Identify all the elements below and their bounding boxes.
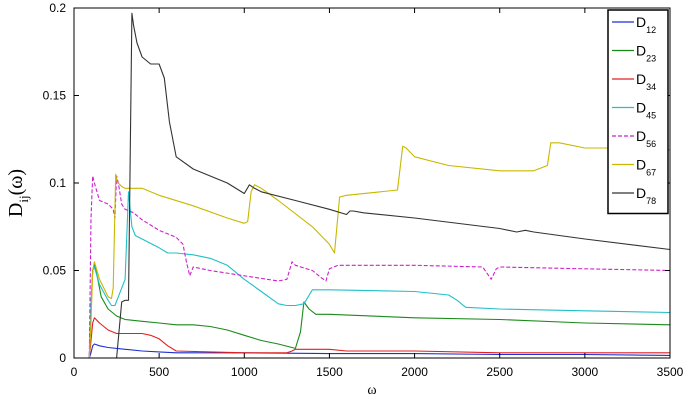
legend-entry-label: D45 <box>636 100 656 121</box>
series-line-d56 <box>74 175 671 359</box>
y-axis-label: Dij(ω) <box>5 169 31 217</box>
y-axis-label-main: D <box>5 203 27 217</box>
x-tick-label: 0 <box>71 365 78 379</box>
y-tick-label: 0.15 <box>43 89 67 103</box>
y-tick-label: 0 <box>59 351 66 365</box>
legend-entry-label: D34 <box>636 71 656 92</box>
y-axis-label-subscript: ij <box>16 195 31 202</box>
legend-entry-label: D67 <box>636 157 656 178</box>
series-line-d78 <box>74 12 671 359</box>
series-line-d45 <box>74 191 671 359</box>
x-tick-label: 3500 <box>657 365 684 379</box>
x-tick-label: 500 <box>149 365 169 379</box>
legend-entry-label: D78 <box>636 185 656 206</box>
y-tick-label: 0.2 <box>49 1 66 15</box>
x-tick-label: 1500 <box>316 365 343 379</box>
series-line-d12 <box>74 343 671 359</box>
x-axis-label: ω <box>367 383 376 396</box>
legend-entry-label: D23 <box>636 43 656 64</box>
series-layer <box>74 12 671 359</box>
series-line-d67 <box>74 142 671 359</box>
legend: D12 D23 D34 D45 D56 D67 D78 <box>607 9 669 215</box>
y-axis-label-suffix: (ω) <box>5 169 27 195</box>
x-tick-label: 3000 <box>572 365 599 379</box>
legend-entry-label: D12 <box>636 14 656 35</box>
legend-entry-label: D56 <box>636 128 656 149</box>
legend-box <box>607 9 669 215</box>
y-tick-label: 0.05 <box>43 264 67 278</box>
y-tick-label: 0.1 <box>49 176 66 190</box>
x-tick-label: 2000 <box>401 365 428 379</box>
plot-frame <box>73 7 671 359</box>
series-line-d34 <box>74 317 670 359</box>
x-tick-label: 2500 <box>486 365 513 379</box>
axis-layer: 0 500 1000 1500 2000 2500 3000 3500 0 0.05 0.1 0.15… <box>43 1 684 379</box>
x-tick-label: 1000 <box>231 365 258 379</box>
